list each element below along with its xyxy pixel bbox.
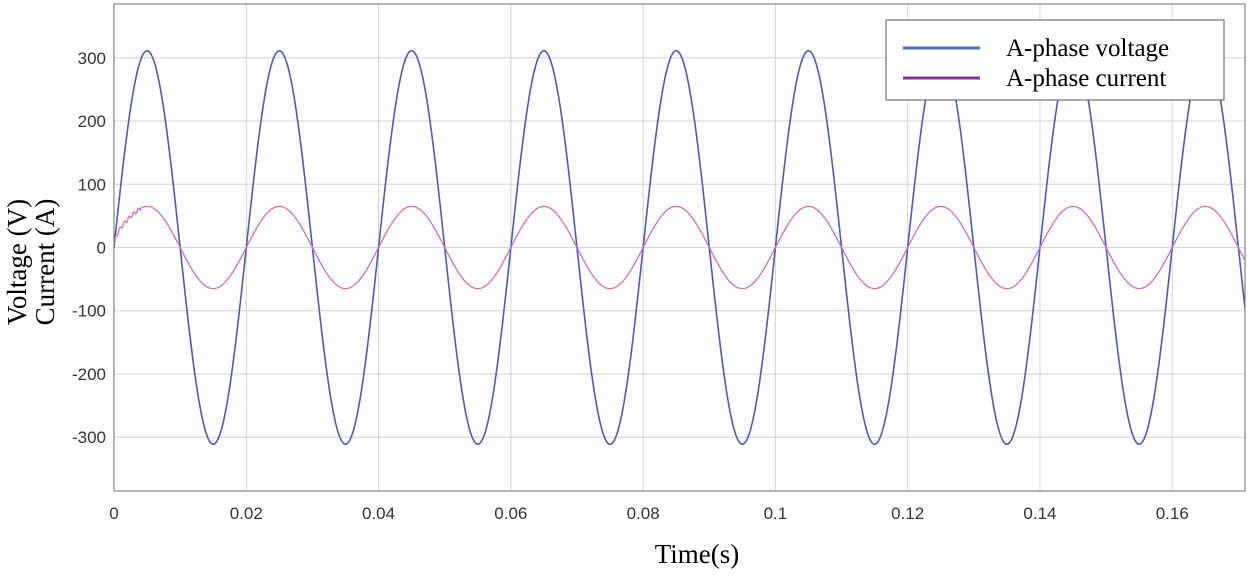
series-line-current <box>114 205 1245 290</box>
x-tick-label: 0.02 <box>230 504 263 523</box>
x-axis-title: Time(s) <box>655 539 740 569</box>
x-tick-label: 0.1 <box>764 504 788 523</box>
y-tick-label: 200 <box>78 112 106 131</box>
y-tick-label: 0 <box>97 239 106 258</box>
x-tick-label: 0.14 <box>1023 504 1056 523</box>
x-tick-label: 0.06 <box>494 504 527 523</box>
x-tick-label: 0.08 <box>627 504 660 523</box>
y-tick-label: -200 <box>72 365 106 384</box>
y-axis-title-voltage: Voltage (V) <box>2 199 32 325</box>
y-tick-label: -300 <box>72 428 106 447</box>
x-tick-label: 0 <box>109 504 118 523</box>
y-tick-label: 100 <box>78 175 106 194</box>
legend: A-phase voltage A-phase current <box>885 19 1225 101</box>
legend-label-voltage: A-phase voltage <box>1006 35 1169 62</box>
legend-label-current: A-phase current <box>1006 65 1166 92</box>
x-tick-labels: 0 0.02 0.04 0.06 0.08 0.1 0.12 0.14 0.16 <box>109 504 1189 523</box>
y-axis-title-current: Current (A) <box>30 199 60 326</box>
y-tick-labels: 300 200 100 0 -100 -200 -300 <box>72 49 106 447</box>
legend-box <box>885 19 1225 101</box>
x-tick-label: 0.04 <box>362 504 395 523</box>
y-tick-label: 300 <box>78 49 106 68</box>
series-layer <box>114 50 1245 445</box>
plot-frame <box>113 3 1246 492</box>
series-line-voltage <box>114 50 1245 445</box>
x-tick-label: 0.16 <box>1156 504 1189 523</box>
y-tick-label: -100 <box>72 302 106 321</box>
x-tick-label: 0.12 <box>891 504 924 523</box>
